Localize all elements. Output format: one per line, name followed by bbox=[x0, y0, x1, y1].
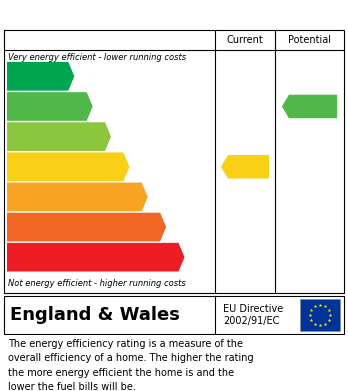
Text: F: F bbox=[148, 220, 157, 234]
Text: 86: 86 bbox=[303, 100, 320, 113]
Polygon shape bbox=[7, 213, 166, 241]
Text: England & Wales: England & Wales bbox=[10, 306, 180, 324]
Text: C: C bbox=[92, 129, 102, 143]
Text: 2002/91/EC: 2002/91/EC bbox=[223, 316, 279, 326]
Text: (69-80): (69-80) bbox=[10, 132, 38, 141]
Text: (21-38): (21-38) bbox=[10, 222, 38, 231]
Polygon shape bbox=[7, 152, 129, 181]
Text: D: D bbox=[109, 160, 120, 174]
Text: (39-54): (39-54) bbox=[10, 192, 38, 201]
Text: Very energy efficient - lower running costs: Very energy efficient - lower running co… bbox=[8, 54, 186, 63]
Text: EU Directive: EU Directive bbox=[223, 304, 283, 314]
Text: (55-68): (55-68) bbox=[10, 162, 38, 171]
Text: Current: Current bbox=[227, 35, 263, 45]
Text: (92-100): (92-100) bbox=[10, 72, 43, 81]
Text: (81-91): (81-91) bbox=[10, 102, 38, 111]
Polygon shape bbox=[7, 183, 148, 211]
Polygon shape bbox=[7, 62, 74, 91]
Polygon shape bbox=[7, 92, 93, 121]
Text: E: E bbox=[129, 190, 139, 204]
Text: B: B bbox=[73, 99, 84, 113]
Polygon shape bbox=[221, 155, 269, 179]
Text: A: A bbox=[55, 69, 65, 83]
Text: G: G bbox=[164, 250, 175, 264]
Polygon shape bbox=[282, 95, 337, 118]
Text: Energy Efficiency Rating: Energy Efficiency Rating bbox=[60, 5, 288, 23]
Text: (1-20): (1-20) bbox=[10, 253, 33, 262]
Polygon shape bbox=[7, 243, 184, 271]
Text: Potential: Potential bbox=[288, 35, 331, 45]
Polygon shape bbox=[7, 122, 111, 151]
Text: Not energy efficient - higher running costs: Not energy efficient - higher running co… bbox=[8, 280, 186, 289]
Text: The energy efficiency rating is a measure of the
overall efficiency of a home. T: The energy efficiency rating is a measur… bbox=[8, 339, 254, 391]
Bar bbox=[300, 299, 340, 331]
Text: 66: 66 bbox=[238, 160, 256, 173]
